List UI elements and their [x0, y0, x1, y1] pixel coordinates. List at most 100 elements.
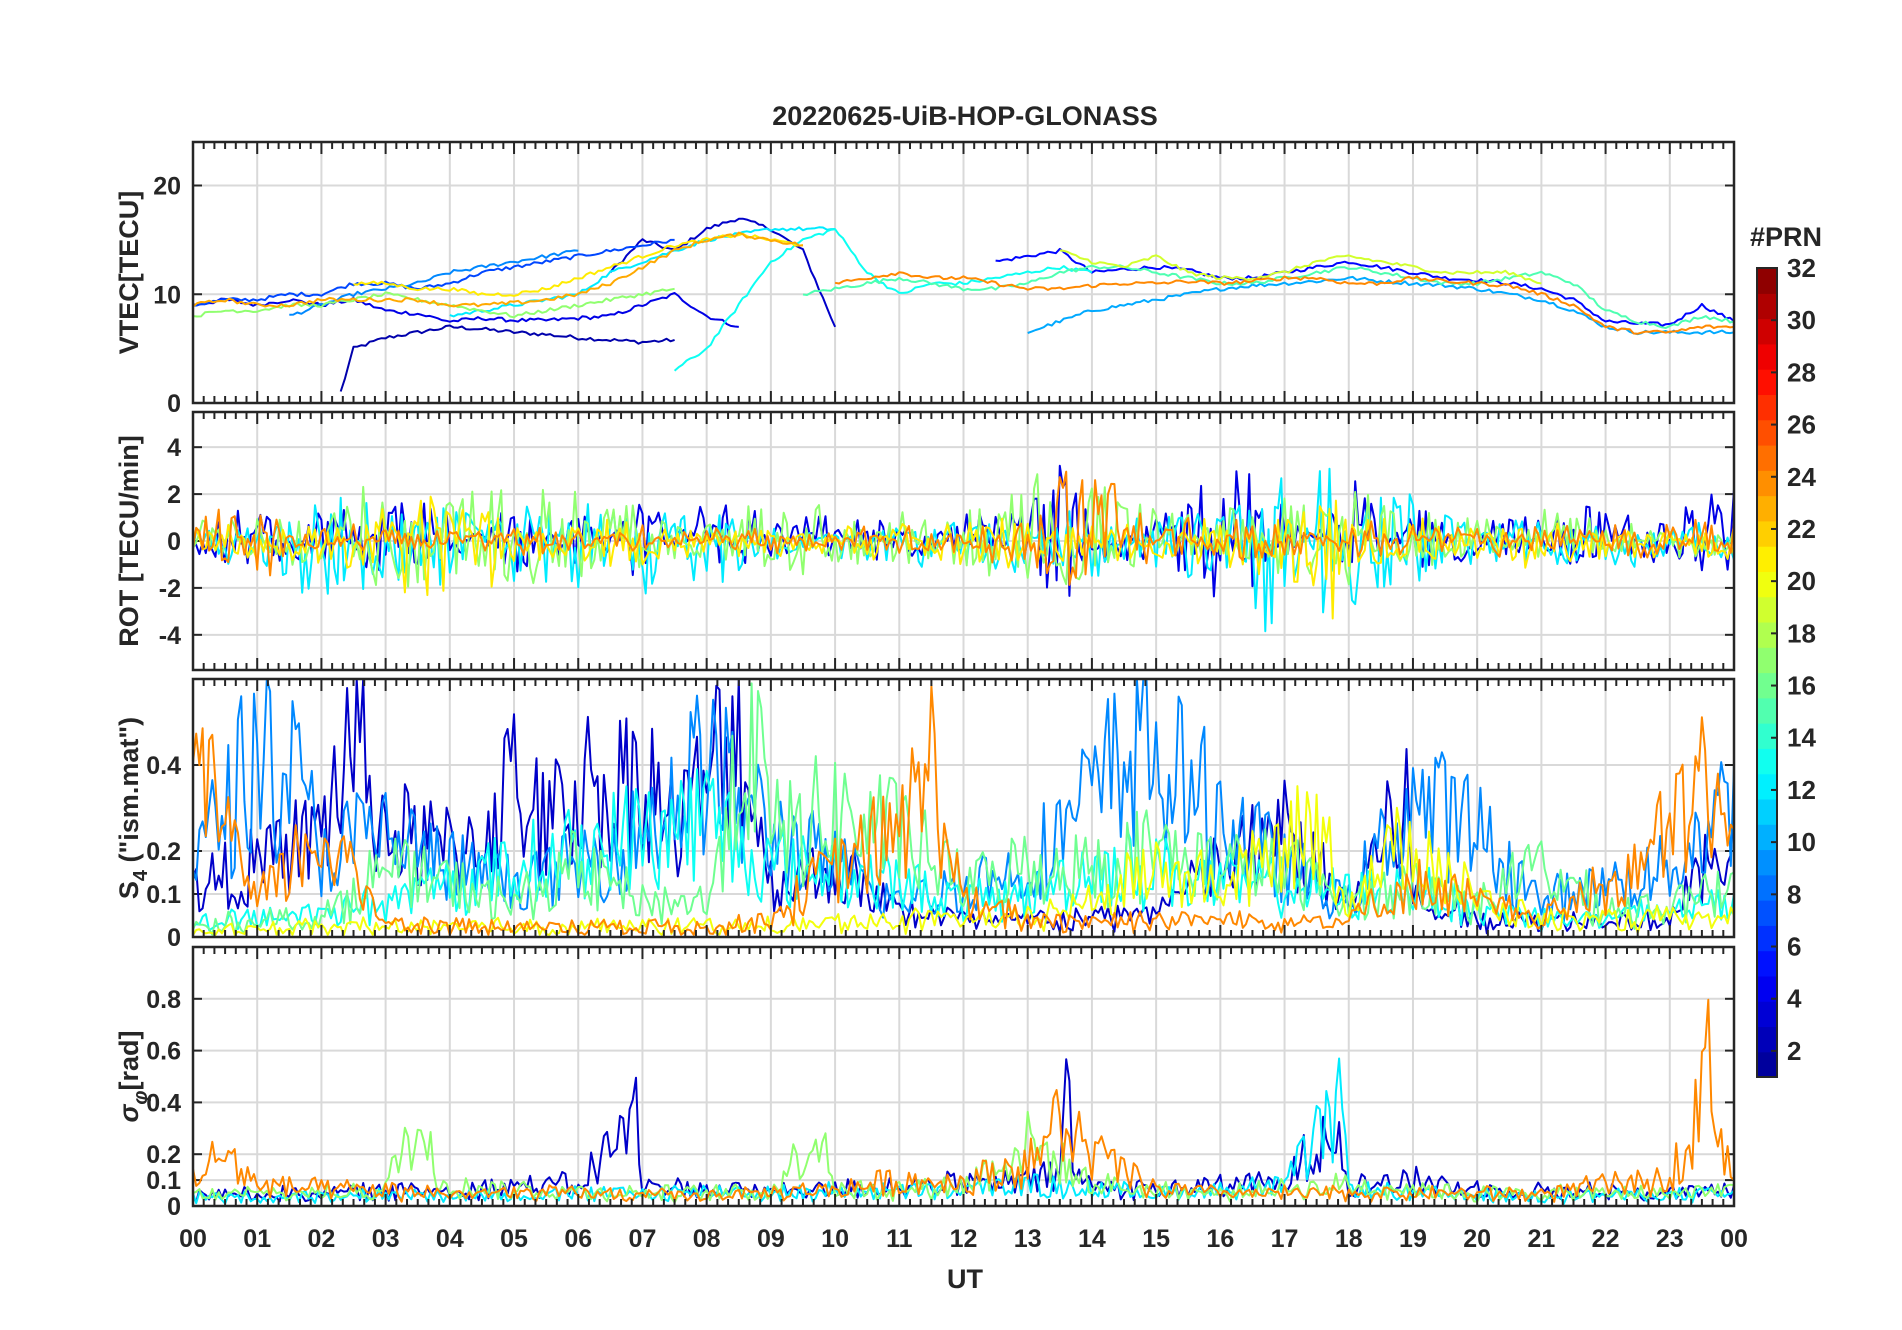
y-tick-label: 0.4: [146, 1089, 181, 1117]
y-tick-label: 4: [167, 434, 181, 462]
series-line-prn-17: [192, 473, 1735, 588]
x-tick-label: 08: [693, 1225, 721, 1253]
series-line-prn-12: [449, 226, 836, 318]
colorbar-band: [1757, 546, 1777, 572]
y-tick-label: 0.6: [146, 1038, 181, 1066]
panels: 0 10 20 VTEC[TECU] -4 -2 0 2 4 ROT [TECU/min] 0 0.1…: [114, 140, 1736, 1221]
colorbar-band: [1757, 1051, 1777, 1078]
x-tick-label: 12: [950, 1225, 978, 1253]
colorbar-band: [1757, 798, 1777, 825]
panel-2: -4 -2 0 2 4 ROT [TECU/min]: [114, 410, 1736, 672]
series-line-prn-13: [673, 228, 1093, 372]
colorbar-band: [1757, 1026, 1777, 1053]
colorbar-band: [1757, 495, 1777, 522]
panel-3: 0 0.1 0.2 0.4S4 ("ism.mat"): [114, 677, 1736, 952]
colorbar-tick-label: 12: [1787, 775, 1816, 805]
colorbar-tick-label: 22: [1787, 514, 1816, 544]
colorbar-tick-label: 26: [1787, 410, 1816, 440]
series-line-prn-3: [192, 678, 1735, 935]
colorbar-band: [1757, 369, 1777, 396]
colorbar-band: [1757, 318, 1777, 345]
colorbar-band: [1757, 444, 1777, 471]
series-line-prn-16: [192, 682, 1735, 936]
colorbar-band: [1757, 874, 1777, 901]
x-tick-label: 17: [1271, 1225, 1299, 1253]
colorbar-band: [1757, 520, 1777, 547]
colorbar-tick-label: 18: [1787, 618, 1816, 648]
series-line-prn-21: [192, 495, 1735, 620]
colorbar-band: [1757, 723, 1777, 749]
x-tick-label: 22: [1592, 1225, 1620, 1253]
x-tick-label: 18: [1335, 1225, 1363, 1253]
colorbar-tick-label: 8: [1787, 879, 1801, 909]
series-line-prn-24: [834, 271, 1735, 335]
colorbar-band: [1757, 925, 1777, 952]
series-group: [192, 678, 1735, 936]
colorbar-band: [1757, 268, 1777, 294]
series-line-prn-19: [1059, 249, 1542, 285]
y-tick-label: 0.2: [146, 838, 181, 866]
x-tick-label: 05: [500, 1225, 528, 1253]
x-tick-label: 02: [308, 1225, 336, 1253]
y-tick-label: 20: [153, 173, 181, 201]
colorbar-band: [1757, 571, 1777, 598]
y-tick-label: 0.1: [146, 1167, 181, 1195]
panel-1: 0 10 20 VTEC[TECU]: [114, 140, 1736, 418]
series-line-prn-17: [192, 287, 675, 319]
y-tick-label: 0: [167, 924, 181, 952]
series-line-prn-24: [192, 470, 1735, 586]
y-axis-label: σφ[rad]: [114, 1031, 152, 1123]
panel-4: 00.10.2 0.4 0.6 0.8 σφ[rad]: [114, 945, 1736, 1221]
colorbar-band: [1757, 824, 1777, 851]
colorbar-tick-label: 16: [1787, 671, 1816, 701]
series-line-prn-9: [289, 249, 579, 316]
colorbar-band: [1757, 1001, 1777, 1028]
y-tick-label: -4: [159, 622, 181, 650]
x-tick-label: 23: [1656, 1225, 1684, 1253]
colorbar-band: [1757, 672, 1777, 699]
y-tick-label: 10: [153, 281, 181, 309]
x-tick-label: 15: [1142, 1225, 1170, 1253]
y-tick-label: 0.8: [146, 986, 181, 1014]
x-tick-label: 14: [1078, 1225, 1106, 1253]
colorbar-band: [1757, 470, 1777, 497]
colorbar-band: [1757, 773, 1777, 800]
panel-frame: [191, 677, 1736, 939]
colorbar-tick-label: 2: [1787, 1036, 1801, 1066]
series-line-prn-4: [192, 292, 739, 328]
colorbar-band: [1757, 647, 1777, 674]
y-tick-label: 0.4: [146, 752, 181, 780]
x-tick-label: 20: [1463, 1225, 1491, 1253]
colorbar-tick-label: 4: [1787, 984, 1802, 1014]
y-tick-label: 0.2: [146, 1141, 181, 1169]
panel-frame: [191, 410, 1736, 672]
colorbar-band: [1757, 596, 1777, 623]
x-tick-label: 00: [1720, 1225, 1748, 1253]
x-tick-label: 09: [757, 1225, 785, 1253]
series-line-prn-3: [609, 217, 837, 328]
x-tick-label: 10: [821, 1225, 849, 1253]
x-tick-label: 16: [1206, 1225, 1234, 1253]
y-tick-label: -2: [159, 575, 181, 603]
x-tick-label: 19: [1399, 1225, 1427, 1253]
colorbar-band: [1757, 343, 1777, 370]
colorbar-tick-label: 14: [1787, 723, 1816, 753]
y-tick-label: 2: [167, 481, 181, 509]
x-tick-labels: 00 01 02 03 04 05 06 07 08 09 10 11 12 13 14 15 16 17 18 19…: [179, 1225, 1748, 1253]
y-tick-label: 0: [167, 528, 181, 556]
colorbar-tick-label: 32: [1787, 253, 1816, 283]
y-tick-label: 0.1: [146, 881, 181, 909]
colorbar-band: [1757, 293, 1777, 320]
colorbar-frame: [1756, 267, 1778, 1078]
series-line-prn-7: [192, 238, 675, 307]
x-tick-label: 00: [179, 1225, 207, 1253]
colorbar-band: [1757, 900, 1777, 926]
y-axis-label: VTEC[TECU]: [114, 191, 144, 355]
y-tick-label: 0: [167, 390, 181, 418]
y-axis-label: ROT [TECU/min]: [114, 435, 144, 646]
x-tick-label: 03: [372, 1225, 400, 1253]
x-tick-label: 13: [1014, 1225, 1042, 1253]
colorbar-band: [1757, 950, 1777, 977]
